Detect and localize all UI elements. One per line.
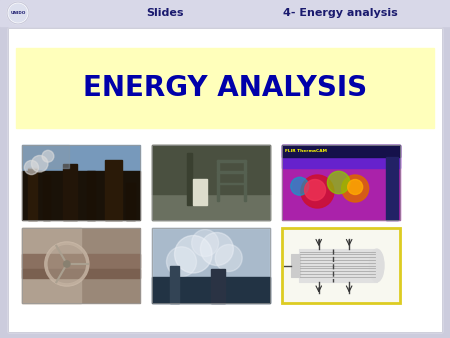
Circle shape: [175, 236, 212, 273]
Circle shape: [200, 233, 234, 266]
Circle shape: [46, 243, 88, 285]
Text: UNIDO: UNIDO: [10, 11, 26, 15]
Bar: [152, 145, 270, 220]
Circle shape: [301, 175, 334, 208]
Bar: [22, 228, 140, 303]
Bar: [0, 0, 450, 26]
Circle shape: [7, 2, 29, 24]
Circle shape: [9, 4, 27, 22]
Circle shape: [64, 261, 70, 267]
Bar: [152, 145, 270, 194]
Bar: [282, 228, 400, 303]
Circle shape: [342, 175, 369, 202]
Bar: [63, 164, 77, 220]
Circle shape: [328, 171, 350, 194]
Bar: [211, 269, 225, 303]
Bar: [87, 171, 95, 220]
Bar: [8, 28, 442, 332]
Bar: [170, 266, 179, 303]
Circle shape: [24, 161, 39, 175]
Circle shape: [305, 179, 325, 200]
Bar: [8, 28, 442, 332]
Circle shape: [32, 155, 48, 172]
Circle shape: [166, 247, 197, 277]
Text: 4- Energy analysis: 4- Energy analysis: [283, 8, 397, 18]
Circle shape: [291, 177, 309, 195]
Circle shape: [348, 179, 363, 194]
Bar: [22, 228, 81, 303]
Bar: [22, 228, 140, 303]
Ellipse shape: [369, 249, 384, 282]
Bar: [22, 145, 140, 171]
Bar: [152, 228, 270, 281]
Circle shape: [42, 150, 54, 162]
Bar: [152, 228, 270, 303]
Bar: [217, 160, 247, 162]
Bar: [244, 160, 247, 201]
Bar: [292, 254, 300, 277]
Bar: [187, 152, 192, 205]
Bar: [152, 194, 270, 220]
Bar: [194, 179, 207, 205]
Bar: [282, 145, 400, 220]
Bar: [22, 145, 69, 168]
Text: Slides: Slides: [146, 8, 184, 18]
Bar: [282, 228, 400, 303]
Bar: [152, 277, 270, 303]
Bar: [126, 183, 135, 220]
Bar: [217, 171, 247, 173]
Bar: [22, 269, 140, 278]
Text: ENERGY ANALYSIS: ENERGY ANALYSIS: [83, 74, 367, 102]
Bar: [217, 160, 219, 201]
Bar: [16, 48, 434, 128]
Bar: [386, 157, 398, 220]
Bar: [104, 160, 122, 220]
Bar: [43, 175, 50, 220]
Bar: [282, 145, 400, 168]
Bar: [22, 254, 140, 268]
Circle shape: [192, 230, 219, 257]
Bar: [22, 171, 140, 220]
Bar: [298, 249, 377, 282]
Bar: [22, 145, 140, 220]
Text: FLIR ThermaCAM: FLIR ThermaCAM: [285, 149, 327, 153]
Circle shape: [215, 244, 242, 271]
Bar: [282, 145, 400, 220]
Bar: [217, 183, 247, 184]
Bar: [28, 168, 37, 220]
Bar: [152, 145, 270, 220]
Bar: [152, 228, 270, 303]
Bar: [282, 145, 400, 157]
